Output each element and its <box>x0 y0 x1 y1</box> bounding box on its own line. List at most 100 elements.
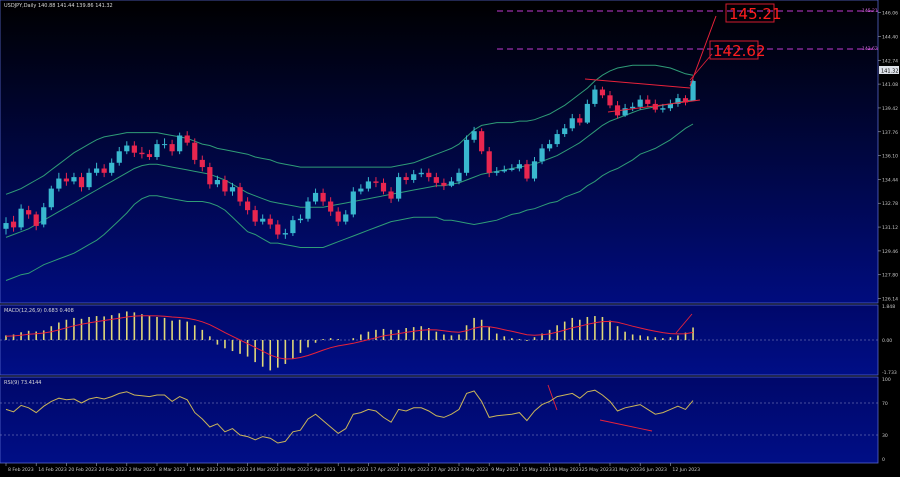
candle-body <box>645 99 651 104</box>
main-pane <box>0 0 879 304</box>
chart-title: USDJPY,Daily 140.88 141.44 139.86 141.32 <box>4 3 113 9</box>
triangle-upper-line <box>584 78 691 89</box>
price-tick-label: 141.08 <box>882 82 898 88</box>
candle-body <box>343 214 349 222</box>
date-tick-label: 11 Apr 2023 <box>340 467 368 473</box>
date-tick-label: 19 May 2023 <box>552 467 582 473</box>
candle-body <box>192 142 198 160</box>
macd-trend-line <box>675 313 693 334</box>
candle-body <box>448 181 455 186</box>
candle-body <box>78 177 85 188</box>
candle-body <box>418 172 424 175</box>
candle-body <box>177 135 183 152</box>
date-tick-label: 31 May 2023 <box>612 467 642 473</box>
date-tick-label: 14 Mar 2023 <box>189 467 218 473</box>
candle-body <box>169 144 175 152</box>
date-tick-label: 30 Mar 2023 <box>280 467 309 473</box>
candle-body <box>109 162 115 173</box>
candle-body <box>328 201 334 212</box>
candle-body <box>199 159 205 168</box>
candle-body <box>48 188 54 208</box>
candle-body <box>441 182 447 186</box>
rsi-pane <box>0 376 879 464</box>
candle-body <box>562 128 568 135</box>
candle-body <box>116 151 122 163</box>
candle-body <box>320 192 326 202</box>
candlesticks <box>3 79 696 239</box>
target-label-2: 142.62 <box>713 42 766 60</box>
candle-body <box>463 139 470 173</box>
candle-body <box>207 167 213 185</box>
candle-body <box>10 221 17 228</box>
candle-body <box>124 145 130 152</box>
date-tick-label: 21 Apr 2023 <box>401 467 429 473</box>
candle-body <box>3 223 9 229</box>
triangle-lower-line <box>607 99 701 113</box>
candle-body <box>675 98 681 104</box>
candle-body <box>26 210 32 215</box>
rsi-label: RSI(9) 73.4144 <box>4 380 41 386</box>
candle-body <box>682 98 689 103</box>
candle-body <box>592 89 598 104</box>
candle-body <box>184 135 190 143</box>
candle-body <box>577 118 583 123</box>
date-tick-label: 17 Apr 2023 <box>370 467 398 473</box>
candle-body <box>245 201 251 211</box>
candle-body <box>358 188 364 192</box>
candle-body <box>501 169 507 172</box>
price-tick-label: 134.44 <box>882 177 898 183</box>
candle-body <box>33 214 39 226</box>
candle-body <box>139 152 145 155</box>
candle-body <box>373 181 379 183</box>
candle-body <box>411 174 417 180</box>
candle-body <box>547 144 553 149</box>
candle-body <box>599 89 606 96</box>
candle-body <box>63 178 69 182</box>
rsi-trend-line-2 <box>599 419 653 432</box>
price-tick-label: 139.42 <box>882 106 898 112</box>
candle-body <box>56 178 62 189</box>
macd-tick-label: -1.733 <box>882 370 897 376</box>
date-axis: 8 Feb 2023 14 Feb 2023 20 Feb 2023 24 Feb 2… <box>5 463 700 473</box>
candle-body <box>426 172 432 178</box>
candle-body <box>380 182 387 192</box>
rsi-tick-label: 100 <box>882 377 891 383</box>
candle-body <box>161 144 168 146</box>
level-label-145: 145.21 <box>862 8 878 14</box>
candle-body <box>630 106 636 109</box>
candle-body <box>652 103 658 110</box>
price-tick-label: 127.80 <box>882 273 898 279</box>
date-tick-label: 15 May 2023 <box>521 467 551 473</box>
candle-body <box>350 191 356 215</box>
candle-body <box>267 218 273 225</box>
candle-body <box>41 207 47 225</box>
candle-body <box>222 179 228 192</box>
price-tick-label: 126.14 <box>882 297 898 303</box>
candle-body <box>305 201 311 219</box>
candle-body <box>516 164 522 169</box>
candle-body <box>433 177 439 183</box>
candle-body <box>388 191 394 199</box>
rsi-indicator <box>0 389 878 444</box>
macd-pane <box>0 304 879 376</box>
price-tick-label: 142.74 <box>882 58 898 64</box>
candle-body <box>275 224 281 235</box>
date-tick-label: 8 Feb 2023 <box>8 467 34 473</box>
candle-body <box>486 151 492 173</box>
price-tick-label: 146.06 <box>882 11 898 17</box>
candle-body <box>607 95 613 106</box>
candle-body <box>94 168 100 173</box>
target-box-2 <box>709 40 759 60</box>
target-connector <box>689 53 713 81</box>
date-tick-label: 6 Jun 2023 <box>642 467 667 473</box>
date-tick-label: 12 Jun 2023 <box>672 467 700 473</box>
price-tick-label: 144.40 <box>882 34 898 40</box>
date-tick-label: 3 May 2023 <box>461 467 488 473</box>
macd-label: MACD(12,26,9) 0.683 0.408 <box>4 308 74 314</box>
macd-signal-line <box>5 315 694 360</box>
candle-body <box>297 218 304 221</box>
target-label-1: 145.21 <box>729 5 782 23</box>
price-tick-label: 129.46 <box>882 249 898 255</box>
macd-tick-label: 1.848 <box>882 304 895 310</box>
candle-body <box>365 181 371 189</box>
